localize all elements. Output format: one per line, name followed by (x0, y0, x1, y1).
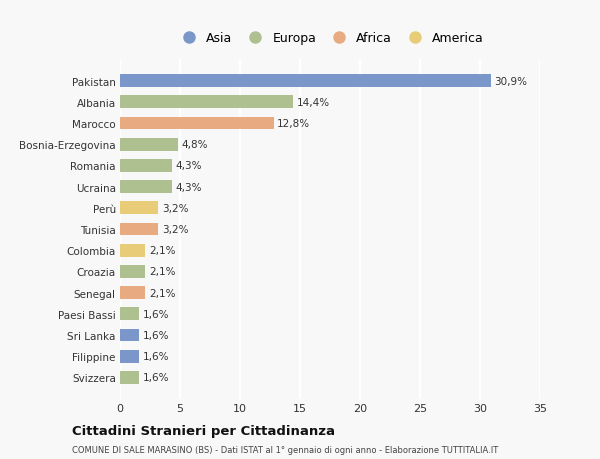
Bar (120, 350, 139, 363)
Text: 2,1%: 2,1% (149, 267, 175, 277)
Text: 2,1%: 2,1% (149, 288, 175, 298)
Text: 30,9%: 30,9% (494, 77, 527, 86)
Text: 1,6%: 1,6% (143, 309, 169, 319)
Bar (120, 371, 139, 384)
Text: 3,2%: 3,2% (162, 224, 188, 235)
Text: COMUNE DI SALE MARASINO (BS) - Dati ISTAT al 1° gennaio di ogni anno - Elaborazi: COMUNE DI SALE MARASINO (BS) - Dati ISTA… (72, 445, 498, 454)
Text: 1,6%: 1,6% (143, 330, 169, 340)
Bar (120, 223, 158, 236)
Text: 4,3%: 4,3% (175, 161, 202, 171)
Text: 1,6%: 1,6% (143, 352, 169, 361)
Bar (120, 244, 145, 257)
Bar (120, 181, 172, 194)
Bar (120, 118, 274, 130)
Text: 12,8%: 12,8% (277, 119, 310, 129)
Bar (120, 265, 145, 278)
Text: 14,4%: 14,4% (296, 98, 329, 107)
Text: 1,6%: 1,6% (143, 373, 169, 382)
Bar (120, 96, 293, 109)
Text: Cittadini Stranieri per Cittadinanza: Cittadini Stranieri per Cittadinanza (72, 424, 335, 437)
Text: 2,1%: 2,1% (149, 246, 175, 256)
Bar (120, 139, 178, 151)
Bar (120, 75, 491, 88)
Bar (120, 160, 172, 173)
Bar (120, 308, 139, 320)
Legend: Asia, Europa, Africa, America: Asia, Europa, Africa, America (172, 28, 488, 49)
Bar (120, 202, 158, 215)
Text: 4,8%: 4,8% (181, 140, 208, 150)
Text: 3,2%: 3,2% (162, 203, 188, 213)
Bar (120, 286, 145, 299)
Bar (120, 329, 139, 341)
Text: 4,3%: 4,3% (175, 182, 202, 192)
